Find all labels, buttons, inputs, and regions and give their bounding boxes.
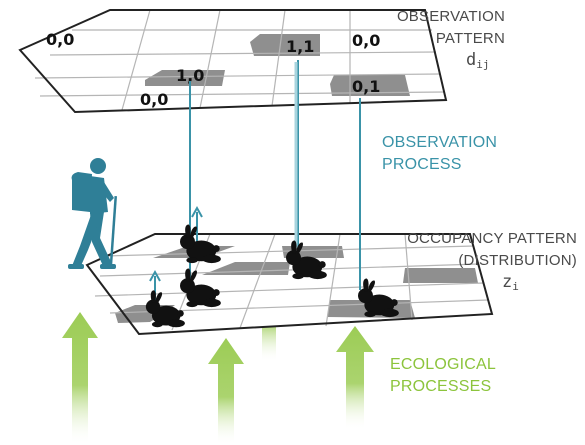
cell-value: 0,1 — [352, 77, 380, 96]
green-arrow — [336, 326, 374, 430]
observation-pattern-label-line2: PATTERN — [435, 30, 505, 47]
occupancy-symbol-sub: i — [512, 280, 519, 293]
occupancy-symbol-base: z — [502, 272, 513, 292]
observation-symbol-sub: ij — [476, 58, 490, 71]
observation-process-label: OBSERVATION PROCESS — [382, 132, 497, 176]
observation-symbol-base: d — [466, 50, 477, 70]
occupancy-pattern-label-line1: OCCUPANCY PATTERN — [407, 230, 577, 247]
observation-pattern-label-line1: OBSERVATION — [396, 8, 505, 25]
ecological-processes-label-line1: ECOLOGICAL — [390, 356, 497, 373]
detected-cell — [250, 34, 320, 56]
ecological-processes-label-line2: PROCESSES — [390, 378, 492, 395]
observation-process-label-line1: OBSERVATION — [382, 134, 498, 151]
ecological-processes-label: ECOLOGICAL PROCESSES — [390, 354, 496, 398]
hiker-icon — [68, 158, 118, 269]
green-arrow — [62, 312, 98, 445]
cell-value: 1,0 — [176, 66, 204, 85]
cell-value: 0,0 — [140, 90, 168, 109]
observation-symbol: dij — [466, 50, 490, 71]
cell-value: 0,0 — [352, 31, 380, 50]
observation-pattern-label: OBSERVATION PATTERN — [397, 6, 505, 50]
observation-process-label-line2: PROCESS — [382, 156, 462, 173]
observation-grid: 0,0 1,1 0,0 1,0 0,0 0,1 — [18, 9, 448, 114]
occupancy-pattern-label-line2: (DISTRIBUTION) — [458, 252, 577, 269]
green-arrow — [208, 338, 244, 445]
occupancy-symbol: zi — [502, 272, 519, 293]
ecological-arrows — [62, 312, 374, 445]
occupied-cell — [403, 268, 478, 283]
occupancy-pattern-label: OCCUPANCY PATTERN (DISTRIBUTION) — [407, 228, 577, 272]
cell-value: 0,0 — [46, 30, 74, 49]
cell-value: 1,1 — [286, 37, 314, 56]
